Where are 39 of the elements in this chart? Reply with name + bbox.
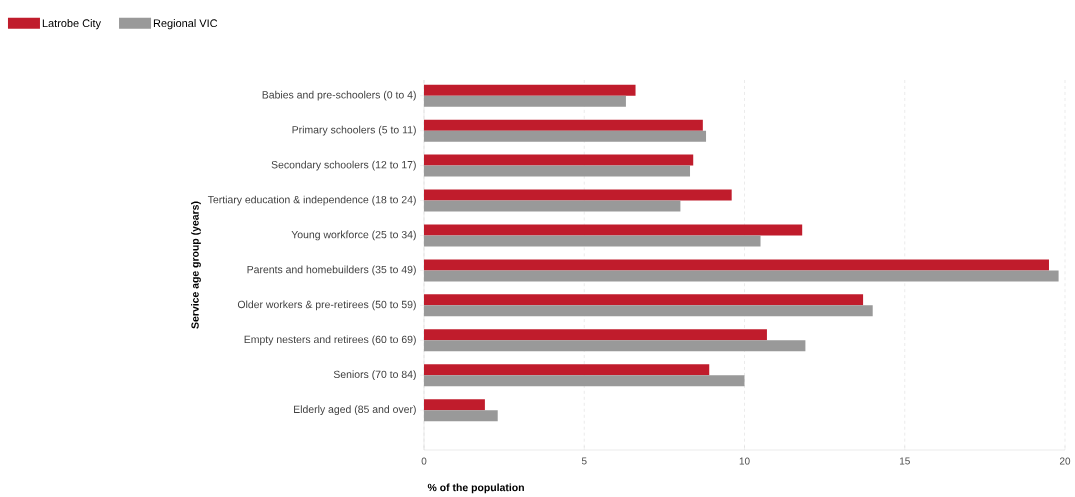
bar [424,95,626,107]
bar [424,154,694,166]
y-tick-label: Babies and pre-schoolers (0 to 4) [262,90,416,101]
bar [424,399,485,411]
y-tick-label: Primary schoolers (5 to 11) [292,125,416,136]
x-tick-label: 10 [739,457,750,465]
bar [424,165,691,177]
y-tick-label: Parents and homebuilders (35 to 49) [247,265,416,276]
y-tick-label: Seniors (70 to 84) [333,370,416,381]
y-tick-label: Secondary schoolers (12 to 17) [271,160,416,171]
y-tick-label: Young workforce (25 to 34) [291,230,416,241]
x-tick-label: 5 [581,457,587,465]
legend-label: Latrobe City [42,19,101,30]
y-tick-label: Older workers & pre-retirees (50 to 59) [237,300,416,311]
bar [424,410,498,422]
bar [424,189,732,201]
y-axis-title: Service age group (years) [191,201,201,329]
bar [424,259,1049,271]
bar [424,305,873,317]
y-tick-label: Empty nesters and retirees (60 to 69) [244,335,416,346]
x-tick-label: 0 [421,457,427,465]
bar [424,294,864,306]
x-tick-label: 15 [899,457,910,465]
y-tick-label: Tertiary education & independence (18 to 24) [207,195,416,206]
bar [424,130,707,142]
bar [424,119,703,131]
bar [424,329,767,341]
bar [424,364,710,376]
bar [424,340,806,352]
bar [424,84,636,96]
bar [424,270,1059,282]
bar [424,375,745,387]
bar [424,224,803,236]
bar [424,200,681,212]
x-tick-label: 20 [1059,457,1071,465]
x-axis-title: % of the population [427,483,524,494]
legend-label: Regional VIC [153,19,218,30]
y-tick-label: Elderly aged (85 and over) [294,405,416,416]
bar [424,235,761,247]
